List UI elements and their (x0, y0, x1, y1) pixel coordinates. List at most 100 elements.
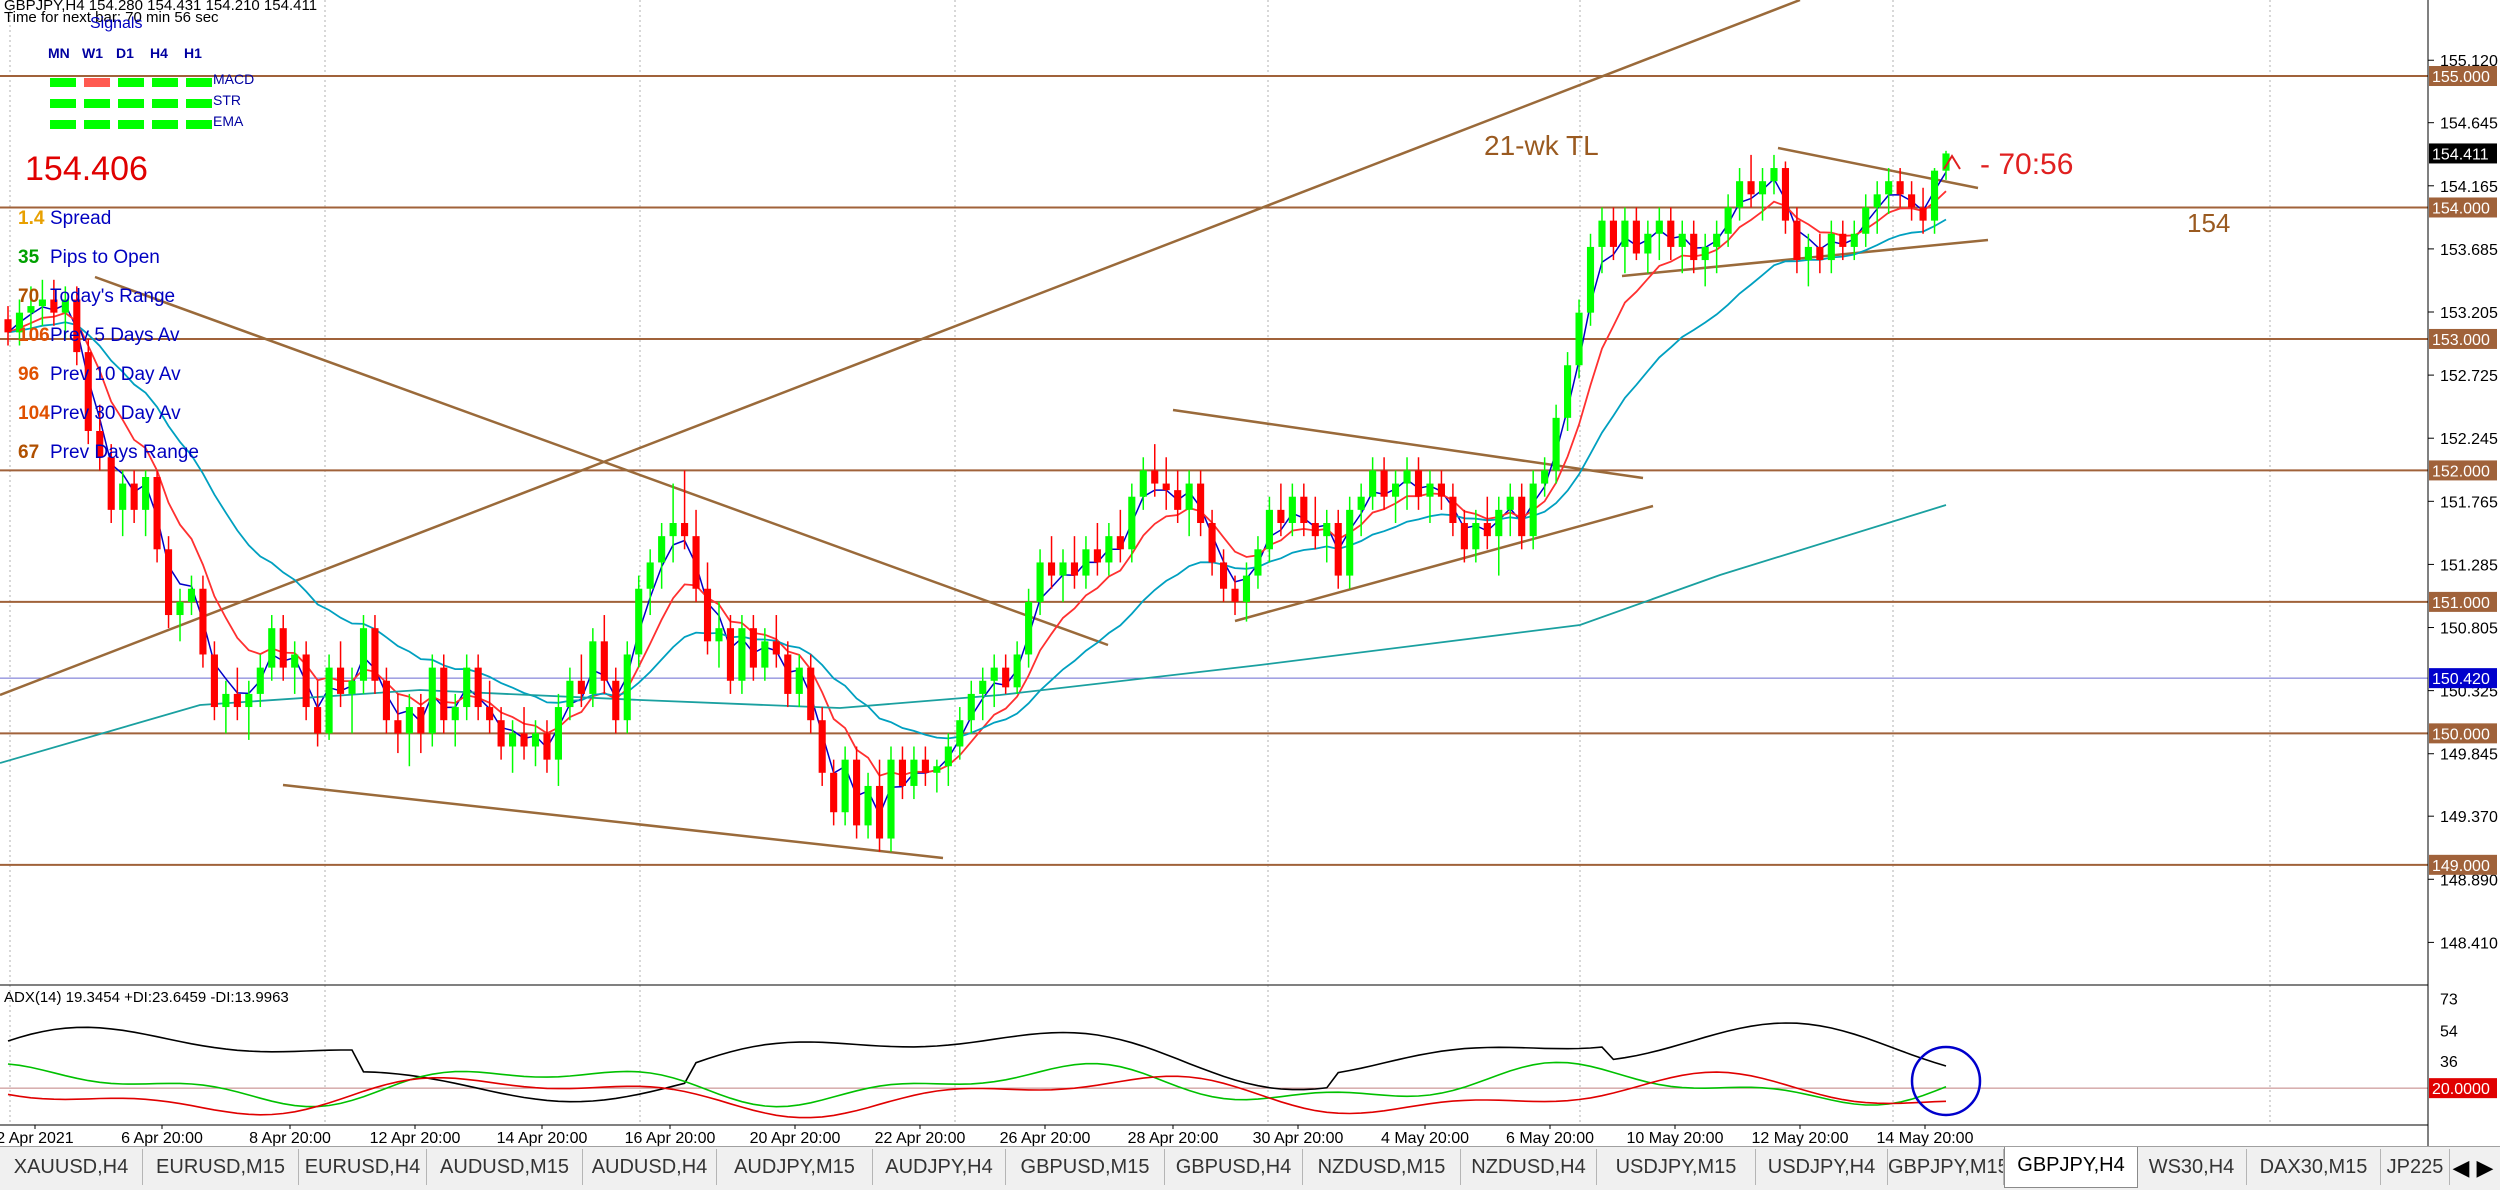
signal-cell (152, 120, 178, 129)
bear-candle (726, 628, 735, 681)
signal-timeframe-label: H4 (150, 45, 168, 61)
y-tick-label: 150.805 (2440, 621, 2498, 638)
bear-candle (314, 707, 322, 734)
bull-candle (1254, 549, 1262, 576)
tab-gbpjpy-h4[interactable]: GBPJPY,H4 (2004, 1147, 2138, 1188)
level-label-154: 154 (2187, 208, 2231, 238)
bear-candle (1609, 220, 1617, 247)
tab-gbpusd-m15[interactable]: GBPUSD,M15 (1006, 1149, 1165, 1185)
bull-candle (15, 312, 24, 333)
tab-gbpjpy-m15[interactable]: GBPJPY,M15 (1888, 1149, 2004, 1185)
tab-nzdusd-m15[interactable]: NZDUSD,M15 (1303, 1149, 1461, 1185)
bull-candle (119, 483, 127, 510)
stat-row: 1.4 Spread (18, 208, 111, 230)
x-tick-label: 20 Apr 20:00 (750, 1130, 841, 1146)
signal-row-label: MACD (213, 71, 255, 87)
bull-candle (1529, 483, 1537, 537)
stat-value: 70 (18, 286, 40, 307)
bull-candle (1265, 509, 1273, 550)
bear-candle (1437, 483, 1445, 497)
bull-candle (979, 680, 987, 694)
tab-scroll-left-icon[interactable]: ◀ (2452, 1155, 2470, 1180)
current-price-label: 154.411 (2432, 146, 2489, 163)
bear-candle (371, 628, 379, 681)
bull-candle (1185, 483, 1193, 510)
y-tick-label: 152.725 (2440, 368, 2498, 385)
indicator-label: ADX(14) 19.3454 +DI:23.6459 -DI:13.9963 (4, 989, 289, 1006)
bear-candle (898, 759, 907, 786)
bull-candle (715, 628, 723, 642)
bear-candle (681, 523, 689, 537)
bear-candle (382, 680, 390, 721)
tab-xauusd-h4[interactable]: XAUUSD,H4 (0, 1149, 143, 1185)
tab-scroll-right-icon[interactable]: ▶ (2476, 1155, 2494, 1180)
bear-candle (1151, 470, 1159, 484)
signal-cell (84, 78, 110, 87)
bull-candle (1885, 181, 1893, 195)
bear-candle (1793, 220, 1801, 261)
x-tick-label: 16 Apr 20:00 (625, 1130, 716, 1146)
bear-candle (96, 430, 104, 458)
bull-candle (1655, 220, 1663, 234)
tab-nzdusd-h4[interactable]: NZDUSD,H4 (1461, 1149, 1597, 1185)
tab-dax30-m15[interactable]: DAX30,M15 (2247, 1149, 2381, 1185)
bull-candle (428, 667, 436, 734)
bull-candle (1736, 181, 1744, 208)
bull-candle (967, 693, 975, 721)
bear-candle (1174, 490, 1182, 510)
level-price-box (2429, 328, 2497, 349)
signal-cell (118, 78, 144, 87)
bull-candle (910, 759, 918, 786)
bear-candle (692, 536, 700, 589)
signal-cell (152, 99, 178, 108)
bear-candle (1002, 667, 1010, 688)
stat-label: Prev 30 Day Av (50, 403, 181, 424)
bull-candle (1059, 562, 1067, 576)
signals-title: Signals (90, 15, 143, 32)
bear-candle (577, 680, 585, 694)
tab-gbpusd-h4[interactable]: GBPUSD,H4 (1165, 1149, 1303, 1185)
stat-value: 67 (18, 442, 40, 463)
bear-candle (600, 641, 608, 681)
bear-candle (1380, 470, 1388, 497)
tab-audjpy-m15[interactable]: AUDJPY,M15 (717, 1149, 873, 1185)
bull-candle (990, 667, 998, 681)
bull-candle (463, 667, 471, 708)
bear-candle (1781, 168, 1790, 221)
level-price-box (2429, 723, 2497, 744)
stat-value: 104 (18, 403, 50, 424)
bear-candle (210, 654, 218, 708)
bull-candle (531, 733, 540, 747)
y-tick-label: 153.205 (2440, 305, 2498, 322)
tab-audusd-h4[interactable]: AUDUSD,H4 (583, 1149, 717, 1185)
bear-candle (1667, 220, 1675, 247)
adx-level-box (2429, 1078, 2497, 1099)
bull-candle (738, 628, 746, 681)
bull-candle (841, 759, 849, 813)
bear-candle (1070, 562, 1079, 576)
bear-candle (784, 654, 792, 694)
stat-row: 35 Pips to Open (18, 247, 160, 269)
tab-eurusd-m15[interactable]: EURUSD,M15 (143, 1149, 299, 1185)
tab-jp225[interactable]: JP225 (2381, 1149, 2450, 1185)
bear-candle (875, 785, 884, 839)
tab-audjpy-h4[interactable]: AUDJPY,H4 (873, 1149, 1006, 1185)
bear-candle (233, 693, 241, 708)
signal-cell (186, 99, 212, 108)
x-tick-label: 12 Apr 20:00 (370, 1130, 461, 1146)
bull-candle (1644, 233, 1652, 254)
bull-candle (1105, 536, 1113, 563)
tab-ws30-h4[interactable]: WS30,H4 (2137, 1149, 2247, 1185)
tab-audusd-m15[interactable]: AUDUSD,M15 (427, 1149, 583, 1185)
bull-candle (187, 588, 196, 602)
bear-candle (612, 680, 620, 721)
x-tick-label: 6 May 20:00 (1506, 1130, 1594, 1146)
bull-candle (1724, 207, 1732, 234)
bear-candle (440, 667, 448, 721)
tab-usdjpy-h4[interactable]: USDJPY,H4 (1756, 1149, 1888, 1185)
bull-candle (1862, 207, 1870, 234)
chart-area[interactable]: 7354361820.0000 155.120154.645154.165153… (0, 0, 2500, 1146)
bar-timer-text: Time for next bar: 70 min 56 sec (4, 9, 219, 26)
tab-usdjpy-m15[interactable]: USDJPY,M15 (1597, 1149, 1756, 1185)
tab-eurusd-h4[interactable]: EURUSD,H4 (299, 1149, 427, 1185)
